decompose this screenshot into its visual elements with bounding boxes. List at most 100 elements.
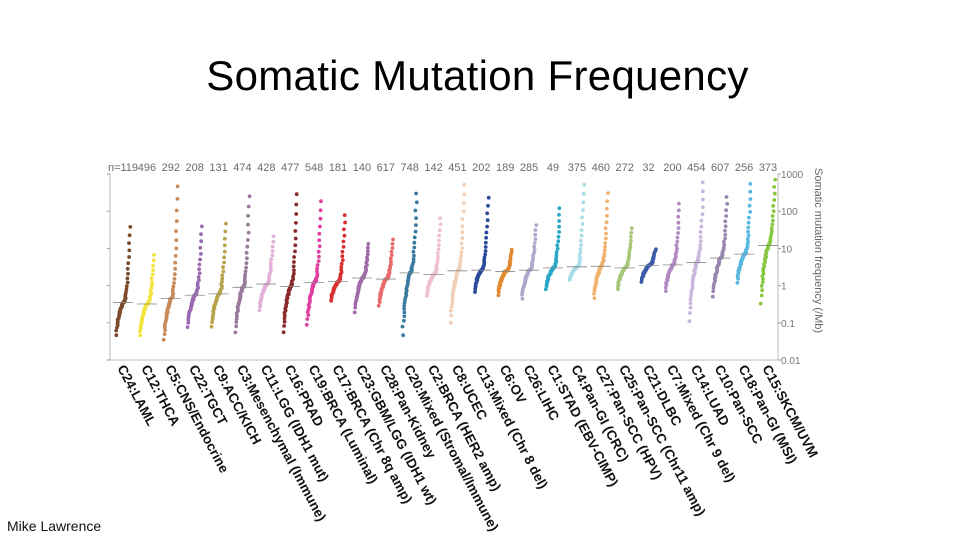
data-point (150, 280, 154, 284)
data-point (246, 230, 251, 235)
sample-count-label: 49 (547, 162, 559, 174)
data-point (484, 235, 488, 240)
data-point (436, 247, 441, 252)
data-point (723, 233, 728, 237)
data-point (688, 301, 693, 306)
data-point (772, 198, 777, 202)
data-point (220, 279, 224, 284)
data-point (724, 214, 729, 218)
data-point (341, 239, 346, 244)
data-point (195, 281, 200, 286)
data-point (437, 238, 441, 243)
data-point (127, 248, 132, 253)
data-point (699, 218, 704, 223)
data-point (234, 316, 239, 321)
sample-count-label: 428 (257, 162, 275, 174)
data-point (723, 228, 727, 233)
data-point (557, 206, 562, 211)
data-point (701, 189, 705, 194)
data-point (172, 281, 176, 285)
data-point (281, 330, 286, 335)
data-point (462, 192, 467, 197)
data-point (197, 267, 202, 271)
data-point (773, 177, 778, 182)
data-point (582, 182, 587, 187)
data-point (340, 249, 345, 254)
data-point (688, 294, 693, 299)
chart-counts: n=119 496 292 208 131 474 428 477 548 181 140 617 74… (108, 162, 777, 174)
data-point (748, 197, 753, 201)
data-point (305, 317, 310, 321)
sample-count-label: 292 (162, 162, 180, 174)
data-point (271, 239, 276, 244)
data-point (293, 236, 298, 241)
data-point (222, 260, 227, 265)
data-point (200, 224, 204, 229)
data-point (402, 307, 406, 311)
data-point (459, 250, 464, 255)
data-point (770, 222, 775, 227)
data-point (745, 237, 750, 241)
data-point (473, 290, 477, 294)
data-point (127, 233, 132, 238)
data-point (771, 204, 775, 208)
data-point (222, 243, 227, 248)
data-point (317, 238, 322, 243)
data-point (198, 245, 203, 250)
data-point (199, 252, 203, 256)
data-point (532, 244, 536, 249)
data-point (411, 260, 416, 264)
data-point (675, 235, 680, 240)
data-point (199, 232, 203, 237)
data-point (196, 275, 201, 279)
data-point (172, 272, 177, 277)
data-point (460, 224, 465, 229)
data-point (268, 260, 273, 265)
data-point (603, 245, 607, 249)
data-point (339, 265, 344, 269)
data-point (319, 199, 323, 204)
data-point (460, 230, 465, 235)
data-point (554, 253, 559, 257)
data-point (676, 226, 681, 231)
data-point (486, 195, 491, 200)
data-point (462, 209, 466, 214)
data-point (244, 265, 249, 270)
data-point (243, 272, 248, 277)
data-point (173, 254, 178, 258)
data-point (376, 303, 381, 308)
data-point (557, 224, 561, 229)
chart-category-labels: C24:LAMLC12:THCAC5:CNS/EndocrineC22:TGCT… (114, 362, 820, 533)
data-point (748, 182, 753, 186)
sample-count-label: 142 (424, 162, 442, 174)
data-point (222, 255, 227, 260)
data-point (315, 266, 319, 271)
data-point (340, 254, 345, 259)
data-point (435, 251, 440, 255)
data-point (152, 253, 156, 257)
data-point (318, 208, 323, 213)
data-point (688, 311, 692, 315)
data-point (294, 192, 299, 197)
data-point (746, 233, 751, 238)
data-point (448, 308, 453, 313)
sample-count-label: 460 (592, 162, 610, 174)
data-point (485, 224, 489, 229)
data-point (150, 272, 155, 277)
data-point (675, 246, 679, 251)
data-point (532, 251, 536, 255)
data-point (353, 305, 358, 310)
data-point (557, 219, 561, 223)
data-point (605, 206, 609, 211)
data-point (245, 256, 249, 261)
data-point (616, 287, 620, 292)
data-point (220, 273, 225, 278)
data-point (458, 259, 463, 264)
data-point (462, 182, 467, 187)
sample-count-label: 496 (138, 162, 156, 174)
data-point (592, 296, 597, 300)
data-point (412, 235, 417, 240)
data-point (172, 277, 177, 281)
data-point (243, 269, 248, 274)
data-point (724, 195, 729, 199)
